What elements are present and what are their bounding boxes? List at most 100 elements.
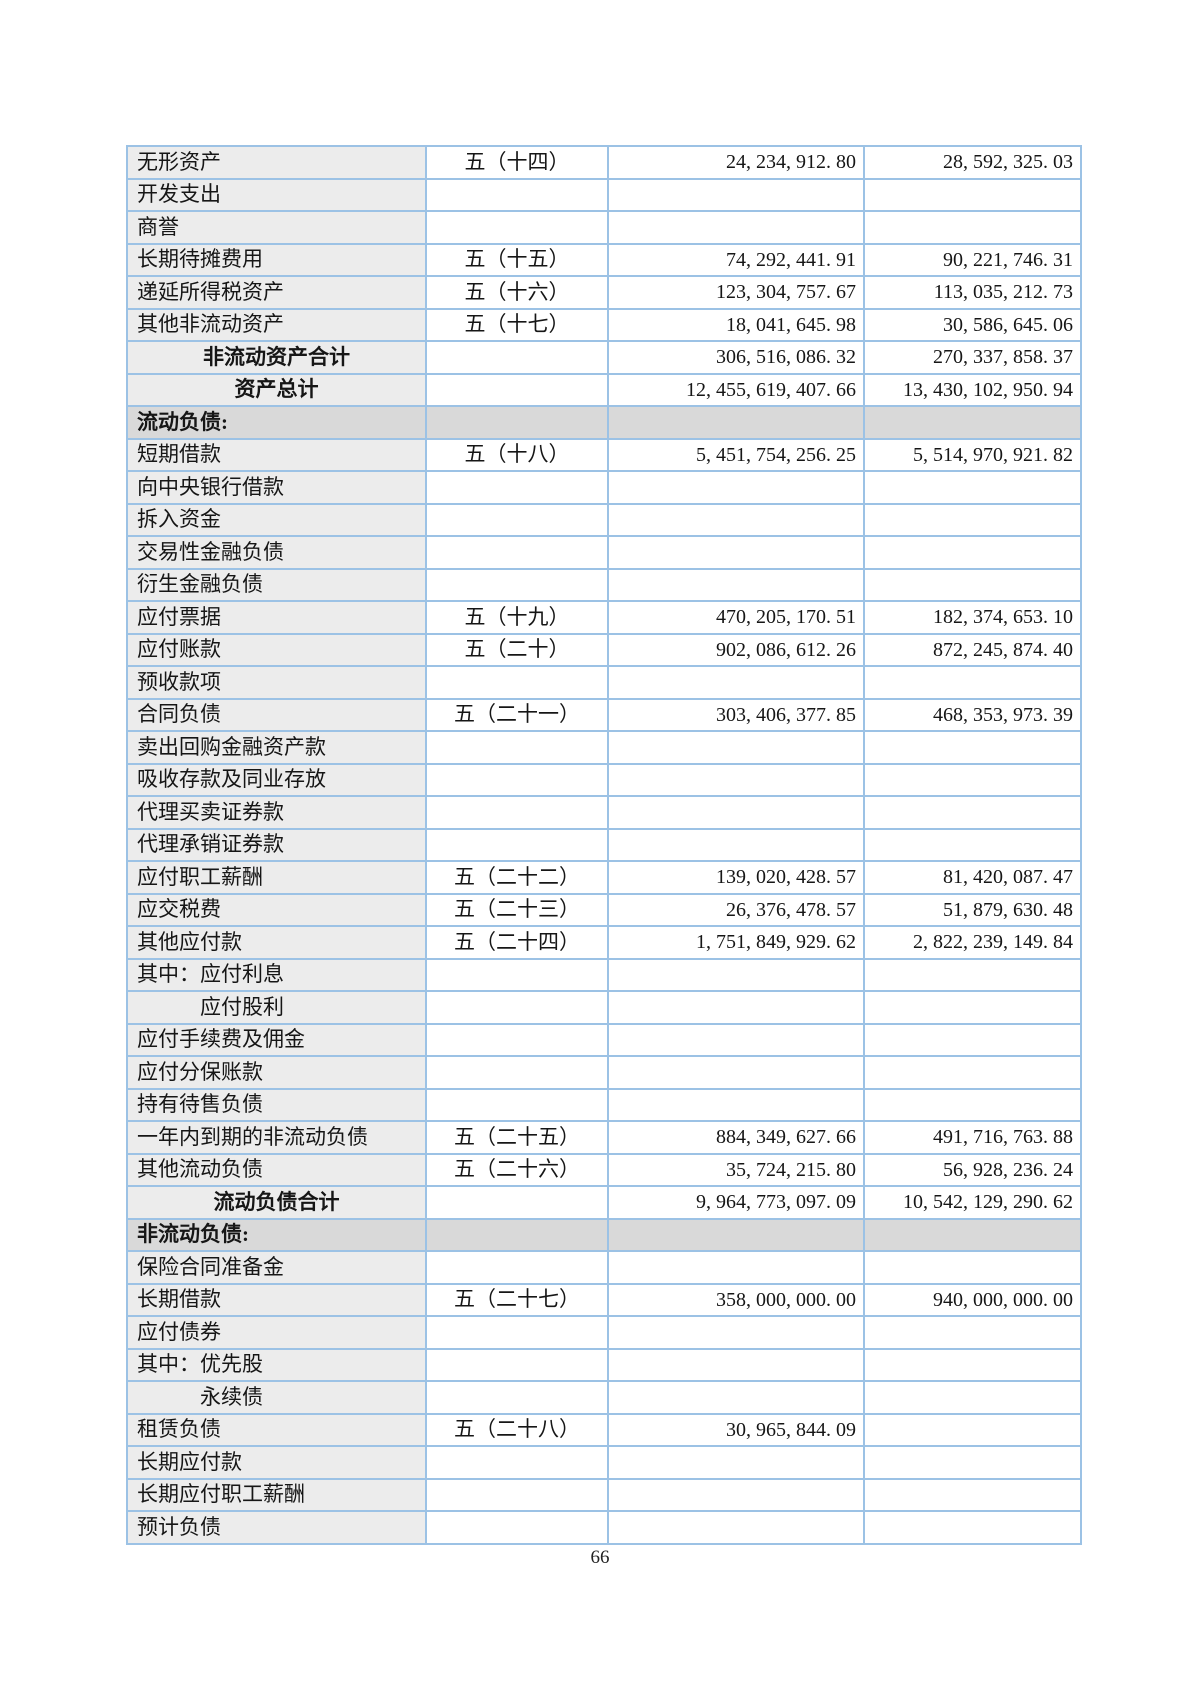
prior-value-cell	[863, 1412, 1082, 1447]
current-value-cell	[607, 762, 865, 797]
table-row: 吸收存款及同业存放	[126, 762, 1082, 797]
table-row: 交易性金融负债	[126, 535, 1082, 570]
table-row: 应付股利	[126, 990, 1082, 1025]
note-cell	[425, 990, 609, 1025]
prior-value-cell	[863, 567, 1082, 602]
table-row: 非流动负债:	[126, 1217, 1082, 1252]
table-row: 保险合同准备金	[126, 1250, 1082, 1285]
table-row: 衍生金融负债	[126, 567, 1082, 602]
item-cell: 预计负债	[126, 1510, 427, 1545]
current-value-cell: 12, 455, 619, 407. 66	[607, 372, 865, 407]
table-row: 永续债	[126, 1380, 1082, 1415]
current-value-cell: 5, 451, 754, 256. 25	[607, 437, 865, 472]
current-value-cell	[607, 1445, 865, 1480]
prior-value-cell	[863, 1217, 1082, 1252]
table-row: 卖出回购金融资产款	[126, 730, 1082, 765]
table-row: 其他流动负债 五（二十六） 35, 724, 215. 80 56, 928, 236…	[126, 1152, 1082, 1187]
note-cell	[425, 762, 609, 797]
prior-value-cell	[863, 405, 1082, 440]
table-row: 代理买卖证券款	[126, 795, 1082, 830]
item-cell: 其他流动负债	[126, 1152, 427, 1187]
current-value-cell	[607, 957, 865, 992]
note-cell	[425, 827, 609, 862]
current-value-cell	[607, 1347, 865, 1382]
prior-value-cell	[863, 665, 1082, 700]
note-cell	[425, 340, 609, 375]
table-row: 长期借款 五（二十七） 358, 000, 000. 00 940, 000, 000…	[126, 1282, 1082, 1317]
item-cell: 流动负债合计	[126, 1185, 427, 1220]
current-value-cell: 26, 376, 478. 57	[607, 892, 865, 927]
prior-value-cell	[863, 1087, 1082, 1122]
item-cell: 应付手续费及佣金	[126, 1022, 427, 1057]
item-cell: 长期应付款	[126, 1445, 427, 1480]
table-row: 其他应付款 五（二十四） 1, 751, 849, 929. 62 2, 822, 2…	[126, 925, 1082, 960]
current-value-cell: 35, 724, 215. 80	[607, 1152, 865, 1187]
table-row: 递延所得税资产 五（十六） 123, 304, 757. 67 113, 035, 2…	[126, 275, 1082, 310]
note-cell: 五（二十八）	[425, 1412, 609, 1447]
current-value-cell: 18, 041, 645. 98	[607, 307, 865, 342]
item-cell: 拆入资金	[126, 502, 427, 537]
prior-value-cell: 182, 374, 653. 10	[863, 600, 1082, 635]
item-cell: 租赁负债	[126, 1412, 427, 1447]
note-cell	[425, 1315, 609, 1350]
current-value-cell	[607, 535, 865, 570]
current-value-cell	[607, 1380, 865, 1415]
note-cell	[425, 405, 609, 440]
note-cell	[425, 957, 609, 992]
note-cell: 五（十七）	[425, 307, 609, 342]
prior-value-cell	[863, 502, 1082, 537]
note-cell	[425, 1445, 609, 1480]
current-value-cell: 902, 086, 612. 26	[607, 632, 865, 667]
prior-value-cell: 940, 000, 000. 00	[863, 1282, 1082, 1317]
prior-value-cell	[863, 1380, 1082, 1415]
prior-value-cell	[863, 1477, 1082, 1512]
prior-value-cell: 30, 586, 645. 06	[863, 307, 1082, 342]
prior-value-cell	[863, 1510, 1082, 1545]
table-row: 其他非流动资产 五（十七） 18, 041, 645. 98 30, 586, 645…	[126, 307, 1082, 342]
page-number: 66	[590, 1547, 610, 1568]
item-cell: 非流动资产合计	[126, 340, 427, 375]
note-cell: 五（二十四）	[425, 925, 609, 960]
item-cell: 合同负债	[126, 697, 427, 732]
prior-value-cell	[863, 177, 1082, 212]
note-cell	[425, 502, 609, 537]
item-cell: 资产总计	[126, 372, 427, 407]
current-value-cell	[607, 665, 865, 700]
current-value-cell: 884, 349, 627. 66	[607, 1120, 865, 1155]
prior-value-cell: 56, 928, 236. 24	[863, 1152, 1082, 1187]
item-cell: 流动负债:	[126, 405, 427, 440]
prior-value-cell	[863, 1315, 1082, 1350]
note-cell: 五（十五）	[425, 242, 609, 277]
item-cell: 衍生金融负债	[126, 567, 427, 602]
item-cell: 非流动负债:	[126, 1217, 427, 1252]
item-cell: 其中：优先股	[126, 1347, 427, 1382]
note-cell: 五（十九）	[425, 600, 609, 635]
table-row: 应付债券	[126, 1315, 1082, 1350]
current-value-cell: 470, 205, 170. 51	[607, 600, 865, 635]
note-cell	[425, 1510, 609, 1545]
prior-value-cell: 2, 822, 239, 149. 84	[863, 925, 1082, 960]
table-row: 租赁负债 五（二十八） 30, 965, 844. 09	[126, 1412, 1082, 1447]
note-cell	[425, 535, 609, 570]
table-row: 应付票据 五（十九） 470, 205, 170. 51 182, 374, 653.…	[126, 600, 1082, 635]
table-row: 短期借款 五（十八） 5, 451, 754, 256. 25 5, 514, 970…	[126, 437, 1082, 472]
balance-sheet-page: 无形资产 五（十四） 24, 234, 912. 80 28, 592, 325. 0…	[126, 145, 1082, 1545]
current-value-cell	[607, 502, 865, 537]
prior-value-cell: 51, 879, 630. 48	[863, 892, 1082, 927]
note-cell: 五（二十六）	[425, 1152, 609, 1187]
current-value-cell	[607, 177, 865, 212]
current-value-cell: 1, 751, 849, 929. 62	[607, 925, 865, 960]
item-cell: 应付股利	[126, 990, 427, 1025]
prior-value-cell: 270, 337, 858. 37	[863, 340, 1082, 375]
item-cell: 应付职工薪酬	[126, 860, 427, 895]
note-cell	[425, 1185, 609, 1220]
current-value-cell	[607, 827, 865, 862]
item-cell: 预收款项	[126, 665, 427, 700]
item-cell: 代理承销证券款	[126, 827, 427, 862]
item-cell: 应交税费	[126, 892, 427, 927]
table-row: 长期应付职工薪酬	[126, 1477, 1082, 1512]
item-cell: 卖出回购金融资产款	[126, 730, 427, 765]
table-row: 应付职工薪酬 五（二十二） 139, 020, 428. 57 81, 420, 08…	[126, 860, 1082, 895]
table-row: 应交税费 五（二十三） 26, 376, 478. 57 51, 879, 630. …	[126, 892, 1082, 927]
note-cell: 五（十四）	[425, 145, 609, 180]
